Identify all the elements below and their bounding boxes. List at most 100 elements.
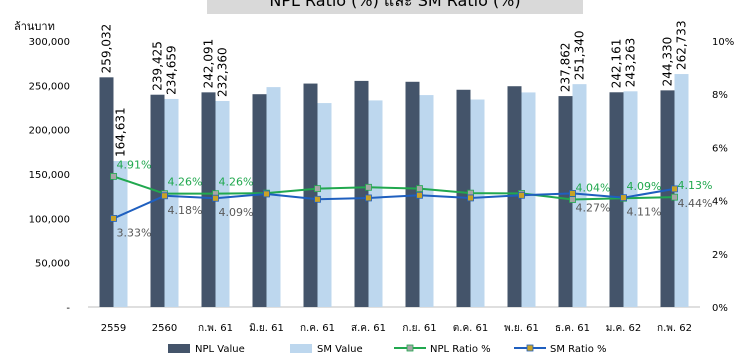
line-data-label: 4.09%	[219, 206, 254, 219]
legend-swatch	[168, 344, 190, 353]
line-marker	[110, 215, 117, 222]
line-data-label: 4.13%	[678, 179, 713, 192]
bar-sm-value	[572, 84, 587, 307]
line-marker	[416, 185, 423, 193]
chart-title-box	[207, 0, 583, 14]
x-tick-label: พ.ย. 61	[504, 323, 539, 334]
line-data-label: 4.44%	[678, 197, 713, 210]
y-left-tick-label: 150,000	[29, 170, 70, 181]
y-right-tick-label: 2%	[712, 250, 728, 261]
x-tick-label: มิ.ย. 61	[249, 323, 284, 334]
legend-entry: NPL Value	[195, 344, 245, 355]
line-data-label: 4.09%	[627, 180, 662, 193]
x-tick-label: ก.พ. 61	[198, 323, 233, 334]
y-axis-left-label: ล้านบาท	[14, 20, 55, 33]
bar-sm-value	[317, 103, 332, 307]
legend-entry: NPL Ratio %	[430, 344, 491, 355]
x-tick-label: 2559	[101, 323, 126, 334]
line-data-label: 4.27%	[576, 201, 611, 214]
line-marker	[314, 195, 321, 203]
line-marker	[263, 190, 270, 198]
bar-data-label: 244,330	[661, 37, 675, 87]
bar-sm-value	[368, 100, 383, 307]
y-right-tick-label: 8%	[712, 90, 728, 101]
legend-swatch-marker	[526, 344, 534, 352]
bar-data-label: 262,733	[675, 20, 689, 70]
bar-data-label: 164,631	[114, 107, 128, 157]
y-right-tick-label: 0%	[712, 303, 728, 314]
line-marker	[110, 172, 117, 180]
y-right-tick-label: 4%	[712, 197, 728, 208]
y-right-tick-label: 10%	[712, 37, 734, 48]
line-data-label: 4.91%	[117, 158, 152, 171]
bar-npl-value	[201, 92, 216, 307]
legend-swatch	[290, 344, 312, 353]
line-marker	[671, 193, 678, 201]
y-left-tick-label: 300,000	[29, 37, 70, 48]
bars	[99, 74, 689, 308]
x-tick-label: 2560	[152, 323, 177, 334]
y-left-tick-label: -	[66, 303, 70, 314]
axes: - 50,000 100,000 150,000 200,000 250,000 300,0…	[29, 37, 735, 334]
y-right-tick-label: 6%	[712, 143, 728, 154]
bar-data-label: 242,091	[202, 39, 216, 89]
bar-sm-value	[164, 98, 179, 307]
bar-data-label: 259,032	[100, 24, 114, 74]
bar-sm-value	[113, 161, 128, 307]
line-marker	[212, 194, 219, 202]
bar-npl-value	[252, 94, 267, 307]
line-data-label: 3.33%	[117, 226, 152, 239]
bar-data-label: 237,862	[559, 42, 573, 92]
y-left-tick-label: 200,000	[29, 126, 70, 137]
x-tick-label: ก.ค. 61	[300, 323, 335, 334]
line-data-label: 4.26%	[219, 176, 254, 189]
bar-npl-value	[558, 96, 573, 307]
bar-data-label: 234,659	[165, 45, 179, 95]
bar-sm-value	[266, 87, 281, 308]
bar-npl-value	[609, 92, 624, 308]
bar-sm-value	[623, 91, 638, 307]
x-tick-label: ก.พ. 62	[657, 323, 692, 334]
bar-sm-value	[470, 99, 485, 308]
line-marker	[161, 192, 168, 200]
bar-data-label: 243,263	[624, 38, 638, 88]
legend-entry: SM Value	[317, 344, 363, 355]
bar-npl-value	[99, 77, 114, 308]
x-tick-label: ม.ค. 62	[606, 323, 642, 334]
line-marker	[569, 190, 576, 197]
line-marker	[365, 183, 372, 191]
line-marker	[671, 185, 678, 193]
x-tick-label: ต.ค. 61	[453, 323, 488, 334]
line-marker	[314, 185, 321, 193]
bar-npl-value	[150, 94, 165, 307]
x-tick-label: ส.ค. 61	[351, 323, 386, 334]
bar-npl-value	[405, 81, 420, 307]
bar-data-label: 251,340	[573, 31, 587, 81]
y-left-tick-label: 100,000	[29, 214, 70, 225]
legend-entry: SM Ratio %	[550, 344, 607, 355]
line-marker	[365, 194, 372, 202]
bar-npl-value	[660, 90, 675, 307]
legend: NPL Value SM Value NPL Ratio % SM Ratio %	[168, 344, 607, 355]
x-tick-label: ธ.ค. 61	[555, 323, 590, 334]
bar-sm-value	[215, 100, 230, 307]
bar-data-label: 242,161	[610, 39, 624, 89]
legend-swatch-marker	[406, 344, 414, 352]
line-npl-ratio-	[113, 175, 675, 201]
lines	[110, 172, 678, 222]
line-data-label: 4.04%	[576, 182, 611, 195]
line-marker	[416, 191, 423, 199]
line-marker	[620, 194, 627, 202]
chart-title: NPL Ratio (%) และ SM Ratio (%)	[269, 0, 520, 10]
line-data-label: 4.18%	[168, 204, 203, 217]
bar-npl-value	[354, 80, 369, 308]
bar-data-label: 239,425	[151, 41, 165, 91]
line-marker	[467, 194, 474, 202]
line-sm-ratio-	[113, 187, 675, 220]
data-labels: 259,032 239,425 242,091 237,862 242,161 244,3…	[100, 20, 713, 239]
line-data-label: 4.26%	[168, 176, 203, 189]
bar-data-label: 232,360	[216, 47, 230, 97]
x-tick-label: ก.ย. 61	[402, 323, 436, 334]
